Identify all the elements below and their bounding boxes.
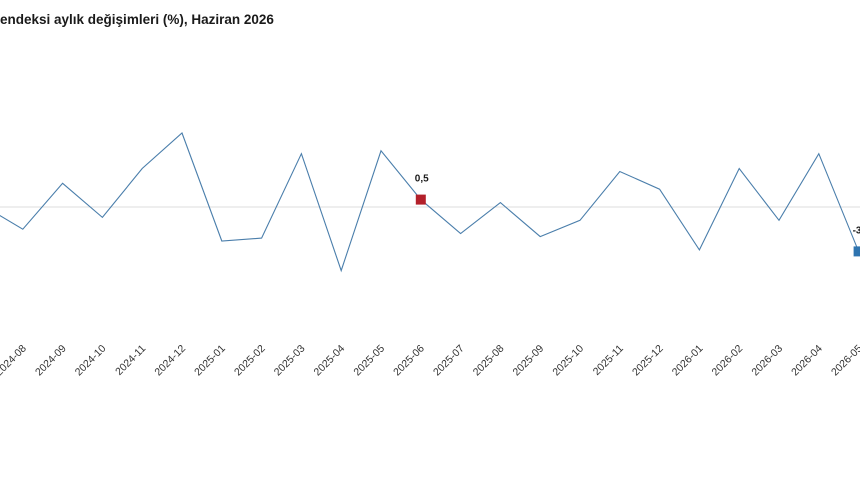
x-tick-label: 2025-07 [431,343,467,379]
data-label: 0,5 [415,174,429,185]
x-tick-label: 2025-05 [351,343,387,379]
highlight-marker [853,246,860,257]
highlight-marker [415,194,426,205]
x-tick-label: 2025-11 [591,343,626,378]
x-tick-label: 2025-04 [312,343,348,379]
x-tick-label: 2026-02 [710,343,746,379]
x-tick-label: 2025-03 [272,343,308,379]
x-tick-label: 2025-01 [192,343,228,379]
x-tick-label: 2024-09 [33,343,69,379]
x-tick-label: 2026-05 [829,343,860,379]
x-tick-label: 2024-08 [0,343,29,379]
x-tick-label: 2024-11 [113,343,148,378]
x-tick-label: 2025-08 [471,343,507,379]
chart-title: endeksi aylık değişimleri (%), Haziran 2… [0,12,274,27]
x-tick-label: 2025-12 [630,343,666,379]
x-tick-label: 2025-02 [232,343,268,379]
data-label: -3,0 [853,225,860,236]
x-tick-label: 2024-10 [73,343,109,379]
x-tick-label: 2026-01 [670,343,706,379]
x-tick-label: 2025-09 [511,343,547,379]
x-tick-label: 2026-03 [749,343,785,379]
x-tick-label: 2025-06 [391,343,427,379]
x-tick-label: 2025-10 [550,343,586,379]
highlighted-markers: 0,5 -3,0 [415,174,860,257]
series-line [0,132,860,273]
x-tick-label: 2026-04 [789,343,825,379]
x-axis-tick-labels: 2024-08 2024-09 2024-10 2024-11 2024-12 2025-… [0,343,860,379]
x-tick-label: 2024-12 [152,343,188,379]
